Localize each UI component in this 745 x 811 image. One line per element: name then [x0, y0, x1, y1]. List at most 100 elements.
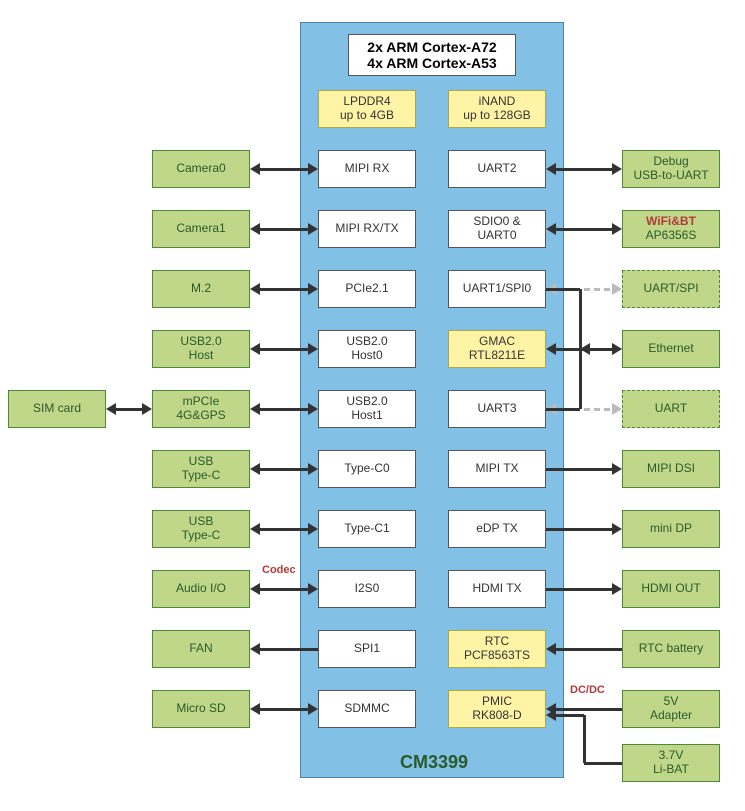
inner-left-4: USB2.0Host0: [318, 330, 416, 368]
left-3: M.2: [152, 270, 250, 308]
inner-left-9: SPI1: [318, 630, 416, 668]
left-7-line1: USB: [189, 515, 214, 529]
right-1-line2: USB-to-UART: [633, 169, 708, 183]
left-2-line1: Camera1: [176, 222, 225, 236]
right-11: 3.7VLi-BAT: [622, 744, 720, 782]
inner-right-7-line1: eDP TX: [476, 522, 518, 536]
inner-left-4-line1: USB2.0: [346, 335, 387, 349]
sim-card-box: SIM card: [8, 390, 106, 428]
right-2-line2: AP6356S: [646, 229, 697, 243]
inner-right-4-line1: GMAC: [479, 335, 515, 349]
inner-left-3-line1: PCIe2.1: [345, 282, 388, 296]
inner-right-8: HDMI TX: [448, 570, 546, 608]
left-7: USBType-C: [152, 510, 250, 548]
inner-left-6-line1: Type-C0: [344, 462, 389, 476]
inner-left-2-line1: MIPI RX/TX: [335, 222, 398, 236]
inner-right-7: eDP TX: [448, 510, 546, 548]
left-5: mPCIe4G&GPS: [152, 390, 250, 428]
inner-left-4-line2: Host0: [351, 349, 382, 363]
inner-left-6: Type-C0: [318, 450, 416, 488]
inner-right-2-line2: UART0: [477, 229, 516, 243]
left-6-line1: USB: [189, 455, 214, 469]
inner-right-6-line1: MIPI TX: [475, 462, 518, 476]
inner-right-0-line1: iNAND: [479, 95, 516, 109]
left-4-line1: USB2.0: [180, 335, 221, 349]
inner-left-5-line2: Host1: [351, 409, 382, 423]
right-10-line1: 5V: [664, 695, 679, 709]
sim-card-box-line1: SIM card: [33, 402, 81, 416]
inner-left-10-line1: SDMMC: [344, 702, 389, 716]
inner-right-0-line2: up to 128GB: [463, 109, 530, 123]
inner-right-3-line1: UART1/SPI0: [463, 282, 531, 296]
cpu-line1: 2x ARM Cortex-A72: [367, 39, 496, 55]
right-4: Ethernet: [622, 330, 720, 368]
inner-left-7-line1: Type-C1: [344, 522, 389, 536]
left-6-line2: Type-C: [182, 469, 221, 483]
right-11-line2: Li-BAT: [653, 763, 689, 777]
inner-left-8-line1: I2S0: [355, 582, 380, 596]
inner-right-9-line1: RTC: [485, 635, 509, 649]
left-4: USB2.0Host: [152, 330, 250, 368]
inner-right-9: RTCPCF8563TS: [448, 630, 546, 668]
left-10-line1: Micro SD: [176, 702, 225, 716]
left-8-line1: Audio I/O: [176, 582, 226, 596]
inner-right-1: UART2: [448, 150, 546, 188]
inner-left-9-line1: SPI1: [354, 642, 380, 656]
left-8: Audio I/O: [152, 570, 250, 608]
inner-right-4: GMACRTL8211E: [448, 330, 546, 368]
right-4-line1: Ethernet: [648, 342, 693, 356]
right-8: HDMI OUT: [622, 570, 720, 608]
left-6: USBType-C: [152, 450, 250, 488]
right-6: MIPI DSI: [622, 450, 720, 488]
right-10-line2: Adapter: [650, 709, 692, 723]
right-2-line1: WiFi&BT: [646, 215, 696, 229]
left-2: Camera1: [152, 210, 250, 248]
right-6-line1: MIPI DSI: [647, 462, 695, 476]
inner-right-10-line1: PMIC: [482, 695, 512, 709]
inner-left-3: PCIe2.1: [318, 270, 416, 308]
right-3: UART/SPI: [622, 270, 720, 308]
right-5-line1: UART: [655, 402, 687, 416]
inner-left-8: I2S0: [318, 570, 416, 608]
inner-left-5: USB2.0Host1: [318, 390, 416, 428]
cpu-box: 2x ARM Cortex-A724x ARM Cortex-A53: [348, 34, 516, 76]
inner-right-9-line2: PCF8563TS: [464, 649, 530, 663]
left-5-line1: mPCIe: [183, 395, 220, 409]
right-9: RTC battery: [622, 630, 720, 668]
right-8-line1: HDMI OUT: [641, 582, 700, 596]
inner-right-10: PMICRK808-D: [448, 690, 546, 728]
inner-left-7: Type-C1: [318, 510, 416, 548]
right-7: mini DP: [622, 510, 720, 548]
inner-left-5-line1: USB2.0: [346, 395, 387, 409]
label-codec: Codec: [262, 564, 296, 576]
chip-label: CM3399: [400, 752, 468, 773]
left-1-line1: Camera0: [176, 162, 225, 176]
inner-right-2-line1: SDIO0 &: [473, 215, 520, 229]
left-9: FAN: [152, 630, 250, 668]
right-1: DebugUSB-to-UART: [622, 150, 720, 188]
inner-right-6: MIPI TX: [448, 450, 546, 488]
inner-left-1-line1: MIPI RX: [345, 162, 390, 176]
inner-left-10: SDMMC: [318, 690, 416, 728]
inner-left-1: MIPI RX: [318, 150, 416, 188]
right-11-line1: 3.7V: [659, 749, 684, 763]
inner-left-0-line1: LPDDR4: [343, 95, 390, 109]
inner-right-3: UART1/SPI0: [448, 270, 546, 308]
inner-right-2: SDIO0 &UART0: [448, 210, 546, 248]
inner-left-2: MIPI RX/TX: [318, 210, 416, 248]
left-5-line2: 4G&GPS: [176, 409, 225, 423]
inner-right-1-line1: UART2: [477, 162, 516, 176]
cpu-line2: 4x ARM Cortex-A53: [367, 55, 496, 71]
right-10: 5VAdapter: [622, 690, 720, 728]
inner-right-5-line1: UART3: [477, 402, 516, 416]
inner-right-8-line1: HDMI TX: [472, 582, 521, 596]
inner-right-5: UART3: [448, 390, 546, 428]
inner-right-4-line2: RTL8211E: [469, 349, 525, 363]
left-9-line1: FAN: [189, 642, 212, 656]
right-1-line1: Debug: [653, 155, 688, 169]
right-3-line1: UART/SPI: [643, 282, 698, 296]
right-7-line1: mini DP: [650, 522, 692, 536]
right-2: WiFi&BTAP6356S: [622, 210, 720, 248]
inner-left-0: LPDDR4up to 4GB: [318, 90, 416, 128]
left-4-line2: Host: [189, 349, 214, 363]
